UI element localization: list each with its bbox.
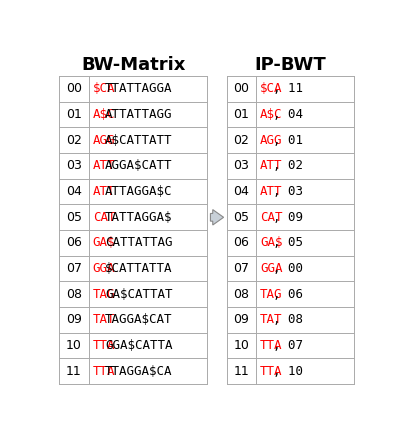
Text: ATT: ATT [260,160,282,172]
Text: 08: 08 [234,288,250,301]
Text: GGA: GGA [260,262,282,275]
Text: , 06: , 06 [272,288,302,301]
Text: , 11: , 11 [272,83,302,95]
Text: TATTAGGA$: TATTAGGA$ [105,211,173,224]
Text: 09: 09 [66,313,82,327]
Text: CATTATTAG: CATTATTAG [105,236,173,249]
Text: 05: 05 [66,211,82,224]
Text: AGGA$CATT: AGGA$CATT [105,160,173,172]
Text: A$C: A$C [260,108,282,121]
Text: 10: 10 [234,339,249,352]
Text: $CATTATTA: $CATTATTA [105,262,173,275]
Text: , 00: , 00 [272,262,302,275]
Text: CAT: CAT [93,211,115,224]
Text: 02: 02 [234,134,249,147]
Text: 11: 11 [234,365,249,378]
Text: , 08: , 08 [272,313,302,327]
Text: CAT: CAT [260,211,282,224]
Text: $CA: $CA [93,83,115,95]
Text: GGA$CATTA: GGA$CATTA [105,339,173,352]
Text: 03: 03 [66,160,82,172]
Text: TTAGGA$CA: TTAGGA$CA [105,365,173,378]
Text: ATTAGGA$C: ATTAGGA$C [105,185,173,198]
Text: ATT: ATT [93,185,115,198]
Text: A$CATTATT: A$CATTATT [105,134,173,147]
Text: , 09: , 09 [272,211,302,224]
Text: , 04: , 04 [272,108,302,121]
Text: , 05: , 05 [272,236,302,249]
Text: TTA: TTA [260,365,282,378]
Text: ATT: ATT [260,185,282,198]
Text: TAT: TAT [260,313,282,327]
Text: TAG: TAG [260,288,282,301]
Text: TTA: TTA [93,339,115,352]
Text: 09: 09 [234,313,249,327]
Text: 02: 02 [66,134,82,147]
Text: 07: 07 [234,262,250,275]
Text: 06: 06 [66,236,82,249]
Text: 04: 04 [234,185,249,198]
Text: GA$: GA$ [93,236,115,249]
Text: IP-BWT: IP-BWT [254,57,326,74]
Text: 10: 10 [66,339,82,352]
Text: , 10: , 10 [272,365,302,378]
Text: , 03: , 03 [272,185,302,198]
Text: TAT: TAT [93,313,115,327]
Text: 05: 05 [234,211,250,224]
Text: 04: 04 [66,185,82,198]
Text: , 07: , 07 [272,339,302,352]
Text: GGA: GGA [93,262,115,275]
Text: AGG: AGG [93,134,115,147]
Text: 11: 11 [66,365,82,378]
Text: , 01: , 01 [272,134,302,147]
Text: TTA: TTA [93,365,115,378]
Text: TTA: TTA [260,339,282,352]
Text: , 02: , 02 [272,160,302,172]
Text: ATTATTAGG: ATTATTAGG [105,108,173,121]
Text: TAGGA$CAT: TAGGA$CAT [105,313,173,327]
Text: A$C: A$C [93,108,115,121]
Text: 03: 03 [234,160,249,172]
Text: TTATTAGGA: TTATTAGGA [105,83,173,95]
Text: BW-Matrix: BW-Matrix [81,57,186,74]
Text: 00: 00 [234,83,250,95]
Text: 00: 00 [66,83,82,95]
Text: AGG: AGG [260,134,282,147]
Text: 06: 06 [234,236,249,249]
Text: $CA: $CA [260,83,282,95]
Text: GA$CATTAT: GA$CATTAT [105,288,173,301]
Text: GA$: GA$ [260,236,282,249]
Polygon shape [210,210,224,225]
Text: 01: 01 [234,108,249,121]
Text: 07: 07 [66,262,82,275]
Text: 01: 01 [66,108,82,121]
Text: TAG: TAG [93,288,115,301]
Text: ATT: ATT [93,160,115,172]
Text: 08: 08 [66,288,82,301]
